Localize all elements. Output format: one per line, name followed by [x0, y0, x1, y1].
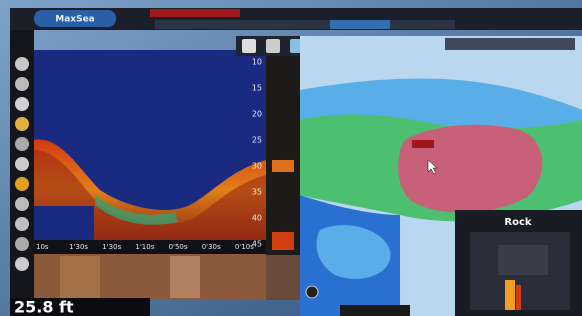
depth-label: 35 [252, 188, 262, 197]
time-label: 0'50s [169, 243, 188, 251]
side-image-patch [170, 256, 200, 298]
depth-label: 15 [252, 84, 262, 93]
menu-tab-active[interactable] [330, 20, 390, 29]
map-rock-zone [398, 125, 542, 213]
map-button[interactable] [306, 286, 318, 298]
tool-button[interactable] [15, 77, 29, 91]
depth-label: 10 [252, 58, 262, 67]
time-label: 0'10s [235, 243, 254, 251]
depth-label: 20 [252, 110, 262, 119]
time-label: 10s [36, 243, 49, 251]
info-panel-shade [498, 245, 548, 275]
menu-bar [155, 20, 455, 29]
depth-readout: 25.8 ft [14, 298, 74, 316]
info-bar [505, 280, 515, 310]
left-toolbar [10, 30, 34, 316]
map-footer [340, 305, 410, 316]
flasher-bottom [272, 160, 294, 172]
map-status [445, 38, 575, 50]
screen: MaxSea Rock 25.8 ft 101520253035404510s1… [0, 0, 582, 316]
tool-button[interactable] [15, 197, 29, 211]
depth-label: 25 [252, 136, 262, 145]
vessel[interactable] [412, 140, 434, 148]
tool-button[interactable] [15, 137, 29, 151]
logo: MaxSea [55, 15, 95, 25]
time-label: 1'10s [135, 243, 154, 251]
page: MaxSea Rock 25.8 ft 101520253035404510s1… [0, 0, 582, 316]
tool-button[interactable] [15, 257, 29, 271]
tool-button[interactable] [15, 157, 29, 171]
time-label: 0'30s [202, 243, 221, 251]
tool-button[interactable] [15, 97, 29, 111]
tool-button[interactable] [15, 177, 29, 191]
flasher-bar [272, 232, 294, 250]
info-bar [516, 285, 521, 310]
flasher-image [266, 255, 300, 300]
time-label: 1'30s [102, 243, 121, 251]
tool-button[interactable] [15, 237, 29, 251]
side-image-patch [60, 256, 100, 298]
depth-label: 30 [252, 162, 262, 171]
status-strip [150, 9, 240, 17]
chart-tool-button[interactable] [242, 39, 256, 53]
time-label: 1'30s [69, 243, 88, 251]
tool-button[interactable] [15, 117, 29, 131]
info-panel-title: Rock [504, 217, 531, 228]
sonar-gap [34, 206, 94, 240]
tool-button[interactable] [15, 217, 29, 231]
tool-button[interactable] [15, 57, 29, 71]
chart-tool-button[interactable] [266, 39, 280, 53]
depth-label: 40 [252, 214, 262, 223]
